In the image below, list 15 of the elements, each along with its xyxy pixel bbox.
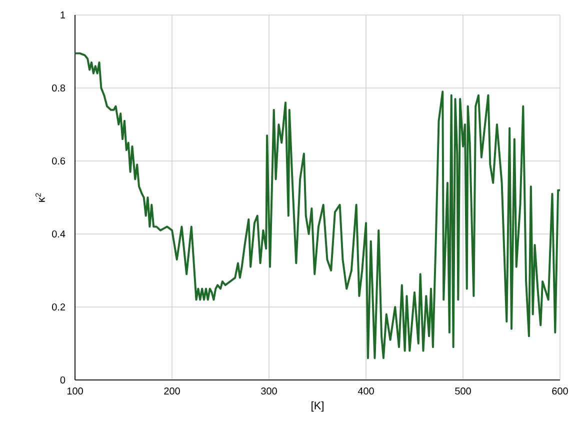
- y-tick-label: 0.8: [52, 84, 66, 92]
- y-tick-label: 0.4: [52, 230, 66, 238]
- x-tick-label: 500: [455, 388, 471, 395]
- y-tick-label: 0: [60, 376, 66, 384]
- x-tick-label: 200: [164, 388, 180, 395]
- x-tick-label: 600: [552, 388, 568, 395]
- y-axis-title: κ$^{2}$: [35, 193, 45, 202]
- y-tick-label: 0.2: [52, 303, 65, 311]
- x-tick-label: 100: [67, 388, 83, 395]
- y-tick-label: 1: [60, 12, 66, 18]
- x-axis-title: [K]: [312, 401, 324, 412]
- line-series: [74, 52, 562, 360]
- x-tick-label: 300: [261, 388, 277, 395]
- x-tick-label: 400: [358, 388, 374, 395]
- y-tick-label: 0.6: [52, 157, 66, 165]
